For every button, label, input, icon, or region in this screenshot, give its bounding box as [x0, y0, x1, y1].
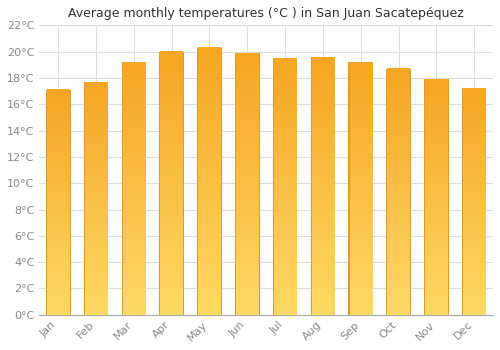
Bar — [84, 82, 108, 315]
Bar — [310, 57, 335, 315]
Bar — [348, 62, 373, 315]
Title: Average monthly temperatures (°C ) in San Juan Sacatepéquez: Average monthly temperatures (°C ) in Sa… — [68, 7, 464, 20]
Bar — [386, 69, 411, 315]
Bar — [160, 51, 184, 315]
Bar — [273, 58, 297, 315]
Bar — [197, 48, 222, 315]
Bar — [235, 53, 260, 315]
Bar — [122, 62, 146, 315]
Bar — [462, 89, 486, 315]
Bar — [46, 90, 70, 315]
Bar — [424, 79, 448, 315]
